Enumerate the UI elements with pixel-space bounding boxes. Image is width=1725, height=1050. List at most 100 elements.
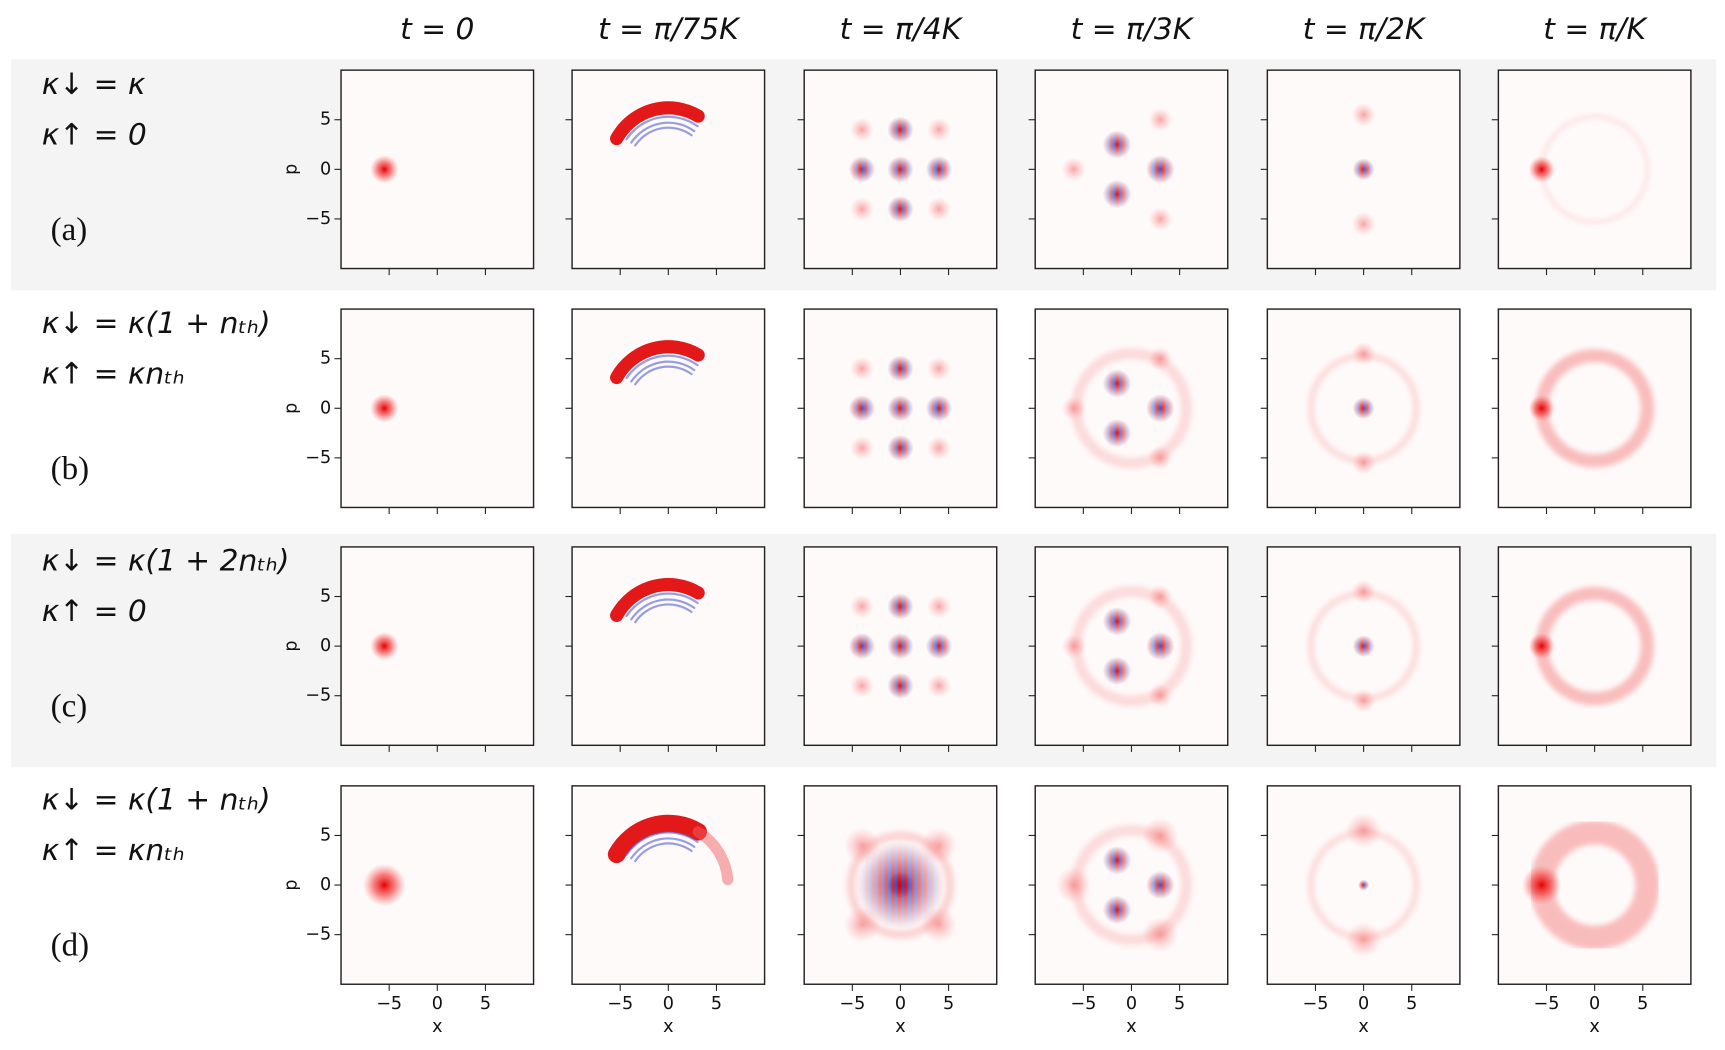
fringe (1102, 607, 1132, 636)
arc (634, 126, 693, 147)
blob (926, 435, 952, 461)
blob (926, 356, 952, 381)
blob (1521, 865, 1562, 905)
blob (370, 631, 399, 661)
arc (610, 340, 705, 385)
y-axis-label: p (282, 641, 302, 652)
blob (926, 594, 952, 619)
fringe (848, 632, 876, 660)
arc (625, 354, 699, 380)
row-label: κ↑ = κnₜₕ (42, 832, 185, 867)
fringe (887, 395, 914, 422)
y-axis-label: p (282, 403, 302, 414)
panel (1497, 308, 1692, 509)
panel (571, 546, 766, 747)
arc (634, 603, 693, 624)
panel-bg (1498, 70, 1691, 269)
arc (630, 837, 696, 860)
fringe (887, 116, 914, 143)
panel (1034, 69, 1229, 270)
arc (610, 101, 705, 146)
x-tick-label: 5 (1406, 994, 1417, 1014)
row-label: κ↑ = κnₜₕ (42, 355, 185, 390)
blob (849, 196, 875, 222)
arc (625, 592, 699, 618)
panel-bg (572, 309, 765, 508)
x-tick-label: −5 (1070, 994, 1096, 1014)
fringe (1102, 656, 1132, 686)
y-tick-label: 0 (320, 875, 331, 895)
arc (625, 115, 699, 141)
x-tick-label: 5 (711, 994, 722, 1014)
fringe (1102, 369, 1132, 398)
x-axis-label: x (432, 1017, 442, 1037)
panel-bg (1498, 546, 1691, 746)
y-tick-label: −5 (305, 448, 331, 468)
y-tick-label: 0 (320, 398, 331, 418)
x-axis-label: x (663, 1017, 673, 1037)
x-tick-label: 0 (432, 994, 443, 1014)
row-label: κ↑ = 0 (42, 593, 147, 628)
blob (849, 117, 875, 142)
panel (803, 308, 998, 509)
x-tick-label: −5 (1534, 994, 1560, 1014)
row-tag: (a) (51, 212, 88, 248)
ring (1307, 829, 1420, 941)
y-tick-label: 5 (320, 349, 331, 369)
ring (846, 831, 955, 939)
x-tick-label: −5 (376, 994, 402, 1014)
blob (1528, 632, 1555, 660)
fringe (1358, 879, 1370, 891)
x-axis-label: x (1126, 1017, 1136, 1037)
x-axis-label: x (895, 1017, 905, 1037)
y-tick-label: 0 (320, 636, 331, 656)
blob (926, 196, 952, 222)
blob (1528, 156, 1555, 183)
panel (340, 308, 535, 509)
column-title: t = π/2K (1303, 11, 1427, 46)
fringe (887, 355, 914, 382)
blob (1148, 107, 1173, 132)
column-title: t = π/75K (598, 11, 741, 46)
row-tag: (d) (51, 928, 89, 964)
fringe (1146, 631, 1175, 661)
arc (634, 365, 693, 386)
x-tick-label: −5 (839, 994, 865, 1014)
fringe (887, 195, 914, 223)
y-axis-label: p (282, 164, 302, 175)
ring (1070, 824, 1192, 946)
x-tick-label: 0 (1589, 994, 1600, 1014)
blob (1351, 102, 1376, 127)
blob (926, 117, 952, 142)
arc (692, 826, 734, 886)
panel (1497, 69, 1692, 270)
panel (571, 69, 766, 270)
panel (803, 69, 998, 270)
fringe (1146, 870, 1175, 900)
fringe (1352, 635, 1375, 658)
fringe (887, 434, 914, 462)
panel (1497, 546, 1692, 747)
blob (849, 356, 875, 381)
blob (1528, 395, 1555, 422)
ring (1070, 347, 1192, 469)
x-tick-label: 5 (1174, 994, 1185, 1014)
fringe (887, 156, 914, 183)
fringe (887, 672, 914, 699)
blob (849, 594, 875, 619)
blob (1148, 206, 1173, 231)
row-label: κ↓ = κ (42, 66, 146, 101)
blob (849, 435, 875, 461)
blob (370, 394, 399, 423)
fringe (1102, 130, 1132, 159)
y-tick-label: 5 (320, 825, 331, 845)
fringe (887, 593, 914, 620)
ring (1307, 352, 1420, 465)
panel-bg (1498, 309, 1691, 508)
fringe (1102, 895, 1132, 925)
arc (630, 121, 696, 144)
panel-bg (341, 70, 534, 269)
panel (1034, 308, 1229, 509)
arc (634, 842, 693, 863)
